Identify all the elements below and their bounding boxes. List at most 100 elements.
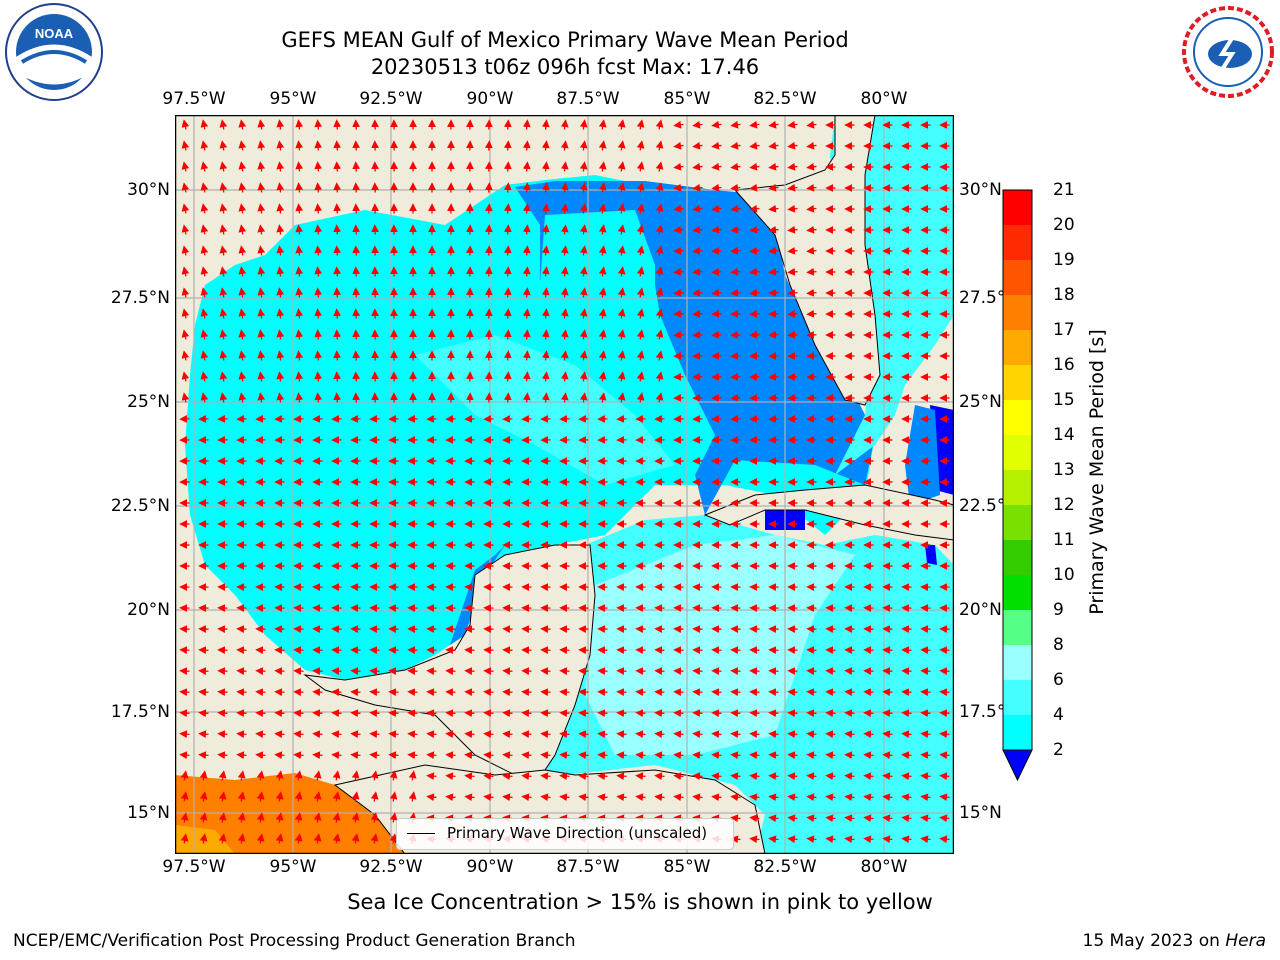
wave-arrow bbox=[179, 688, 190, 697]
wave-arrow bbox=[236, 709, 247, 718]
wave-arrow bbox=[314, 161, 323, 172]
wave-arrow bbox=[218, 833, 227, 844]
wave-arrow bbox=[314, 203, 323, 214]
wave-arrow bbox=[540, 793, 551, 802]
legend-label: Primary Wave Direction (unscaled) bbox=[447, 824, 708, 842]
wave-arrow bbox=[276, 119, 285, 130]
lat-tick-left: 20°N bbox=[127, 600, 170, 620]
wave-arrow bbox=[522, 287, 531, 298]
wave-arrow bbox=[806, 814, 817, 823]
colorbar-segment bbox=[1003, 330, 1032, 365]
wave-arrow bbox=[560, 119, 569, 130]
wave-arrow bbox=[749, 225, 760, 234]
wave-arrow bbox=[333, 308, 342, 319]
wave-arrow bbox=[314, 350, 323, 361]
wave-arrow bbox=[238, 203, 247, 214]
wave-arrow bbox=[711, 162, 722, 171]
wave-arrow bbox=[275, 791, 284, 802]
wave-arrow bbox=[276, 287, 285, 298]
wave-arrow bbox=[787, 183, 798, 192]
wave-arrow bbox=[540, 709, 551, 718]
wave-arrow bbox=[407, 751, 418, 760]
wave-arrow bbox=[331, 688, 342, 697]
wave-arrow bbox=[333, 287, 342, 298]
wave-arrow bbox=[617, 245, 626, 256]
wave-arrow bbox=[503, 287, 512, 298]
wave-arrow bbox=[692, 246, 703, 255]
wave-arrow bbox=[541, 245, 550, 256]
wave-arrow bbox=[635, 751, 646, 760]
wave-arrow bbox=[692, 120, 703, 129]
wave-arrow bbox=[351, 812, 360, 823]
lat-tick-right: 20°N bbox=[959, 600, 1002, 620]
wave-arrow bbox=[314, 119, 323, 130]
wave-arrow bbox=[219, 266, 228, 277]
wave-arrow bbox=[275, 812, 284, 823]
colorbar-label: Primary Wave Mean Period [s] bbox=[1086, 329, 1108, 615]
lon-tick-top: 90°W bbox=[466, 89, 514, 109]
wave-arrow bbox=[579, 266, 588, 277]
wave-arrow bbox=[560, 245, 569, 256]
wave-arrow bbox=[257, 392, 266, 403]
wave-arrow bbox=[597, 751, 608, 760]
wave-arrow bbox=[598, 371, 607, 382]
wave-arrow bbox=[711, 183, 722, 192]
wave-arrow bbox=[787, 162, 798, 171]
wave-arrow bbox=[502, 793, 513, 802]
wave-arrow bbox=[294, 791, 303, 802]
wave-arrow bbox=[522, 350, 531, 361]
wave-arrow bbox=[882, 751, 893, 760]
wave-arrow bbox=[484, 392, 493, 403]
wave-arrow bbox=[295, 266, 304, 277]
wave-arrow bbox=[388, 730, 399, 739]
wave-arrow bbox=[181, 140, 190, 151]
colorbar-segment bbox=[1003, 435, 1032, 470]
wave-arrow bbox=[483, 793, 494, 802]
wave-arrow bbox=[787, 309, 798, 318]
wave-arrow bbox=[692, 162, 703, 171]
wave-arrow bbox=[257, 182, 266, 193]
wave-arrow bbox=[636, 119, 645, 130]
wave-arrow bbox=[295, 182, 304, 193]
wave-arrow bbox=[200, 119, 209, 130]
colorbar-segment bbox=[1003, 365, 1032, 400]
wave-arrow bbox=[293, 688, 304, 697]
wave-arrow bbox=[540, 730, 551, 739]
wave-arrow bbox=[238, 266, 247, 277]
wave-arrow bbox=[314, 329, 323, 340]
wave-arrow bbox=[806, 183, 817, 192]
wave-arrow bbox=[825, 835, 836, 844]
wave-arrow bbox=[179, 751, 190, 760]
wave-arrow bbox=[844, 835, 855, 844]
wave-arrow bbox=[313, 770, 322, 781]
wave-arrow bbox=[218, 770, 227, 781]
wave-arrow bbox=[616, 730, 627, 739]
wave-arrow bbox=[636, 182, 645, 193]
wave-arrow bbox=[655, 224, 664, 235]
wave-arrow bbox=[484, 371, 493, 382]
wave-arrow bbox=[598, 182, 607, 193]
wave-arrow bbox=[238, 245, 247, 256]
wave-arrow bbox=[617, 329, 626, 340]
wave-arrow bbox=[616, 709, 627, 718]
wave-arrow bbox=[711, 730, 722, 739]
wave-arrow bbox=[863, 688, 874, 697]
wave-arrow bbox=[389, 791, 398, 802]
wave-arrow bbox=[219, 119, 228, 130]
colorbar-tick: 4 bbox=[1053, 705, 1064, 725]
wave-arrow bbox=[274, 730, 285, 739]
wave-arrow bbox=[351, 833, 360, 844]
colorbar-tick: 2 bbox=[1053, 740, 1064, 760]
wave-arrow bbox=[635, 688, 646, 697]
wave-arrow bbox=[483, 688, 494, 697]
wave-arrow bbox=[598, 140, 607, 151]
wave-arrow bbox=[445, 688, 456, 697]
ne-gulf-inner bbox=[540, 210, 655, 290]
wave-arrow bbox=[901, 751, 912, 760]
legend: Primary Wave Direction (unscaled) bbox=[396, 818, 734, 850]
wave-arrow bbox=[749, 330, 760, 339]
wave-arrow bbox=[636, 350, 645, 361]
map-plot bbox=[175, 115, 954, 854]
wave-arrow bbox=[579, 308, 588, 319]
wave-arrow bbox=[920, 793, 931, 802]
